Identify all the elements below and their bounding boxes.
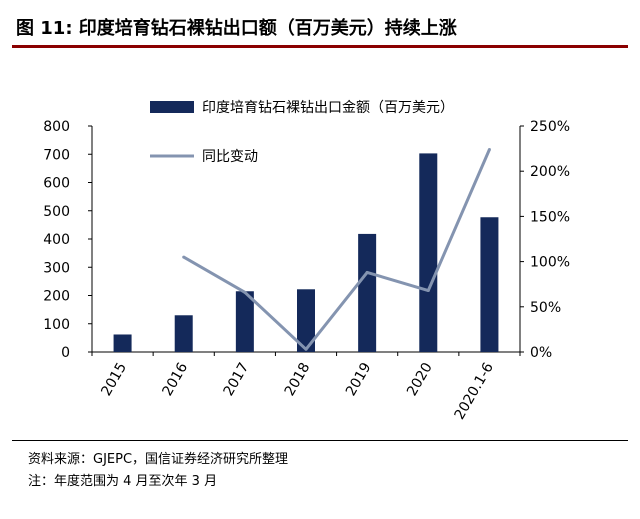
right-tick-label: 250% [530, 119, 570, 135]
line-point [243, 290, 247, 294]
source-note: 资料来源：GJEPC，国信证券经济研究所整理 [28, 452, 289, 467]
left-tick-label: 0 [61, 345, 70, 361]
right-tick-label: 0% [530, 345, 552, 361]
x-tick-label: 2018 [282, 360, 314, 399]
bar [113, 334, 132, 352]
left-tick-label: 300 [43, 260, 70, 276]
left-tick-label: 800 [43, 119, 70, 135]
line-point [487, 148, 491, 152]
bar [358, 233, 377, 352]
legend-line-label: 同比变动 [202, 149, 258, 165]
x-tick-label: 2017 [221, 360, 253, 399]
left-tick-label: 600 [43, 176, 70, 192]
left-tick-label: 400 [43, 232, 70, 248]
line-point [182, 255, 186, 259]
footnote: 注：年度范围为 4 月至次年 3 月 [28, 474, 218, 489]
bar [297, 289, 315, 352]
figure-title-bar: 图 11: 印度培育钻石裸钻出口额（百万美元）持续上涨 [12, 6, 628, 48]
x-tick-label: 2016 [160, 360, 192, 399]
bar [419, 153, 438, 352]
right-tick-label: 200% [530, 164, 570, 180]
line-point [304, 347, 308, 351]
footer-divider [12, 440, 628, 441]
legend: 印度培育钻石裸钻出口金额（百万美元） 同比变动 [150, 100, 454, 165]
right-tick-label: 50% [530, 300, 561, 316]
x-tick-label: 2020.1-6 [452, 360, 497, 423]
right-tick-label: 150% [530, 209, 570, 225]
combo-chart: 0 100 200 300 400 500 600 700 800 0% 50% 100% 150% 2… [43, 100, 570, 423]
bar-series [113, 153, 499, 352]
x-tick-label: 2020 [404, 360, 436, 399]
left-tick-label: 500 [43, 204, 70, 220]
left-axis: 0 100 200 300 400 500 600 700 800 [43, 119, 93, 361]
line-point [365, 270, 369, 274]
right-axis: 0% 50% 100% 150% 200% 250% [519, 119, 570, 361]
figure-title: 图 11: 印度培育钻石裸钻出口额（百万美元）持续上涨 [16, 18, 457, 39]
bar [174, 315, 193, 352]
bar [235, 291, 254, 352]
left-tick-label: 200 [43, 289, 70, 305]
x-axis: 2015 2016 2017 2018 2019 2020 2020.1-6 [91, 351, 521, 423]
left-tick-label: 700 [43, 147, 70, 163]
x-tick-label: 2019 [343, 360, 375, 399]
chart-area: 0 100 200 300 400 500 600 700 800 0% 50% 100% 150% 2… [0, 48, 640, 438]
left-tick-label: 100 [43, 317, 70, 333]
x-tick-label: 2015 [98, 360, 130, 399]
right-tick-label: 100% [530, 255, 570, 271]
line-series [182, 148, 491, 351]
bar [480, 217, 499, 352]
yoy-line [182, 148, 491, 351]
legend-bar-label: 印度培育钻石裸钻出口金额（百万美元） [202, 100, 454, 116]
legend-bar-swatch [150, 101, 194, 113]
line-point [426, 289, 430, 293]
